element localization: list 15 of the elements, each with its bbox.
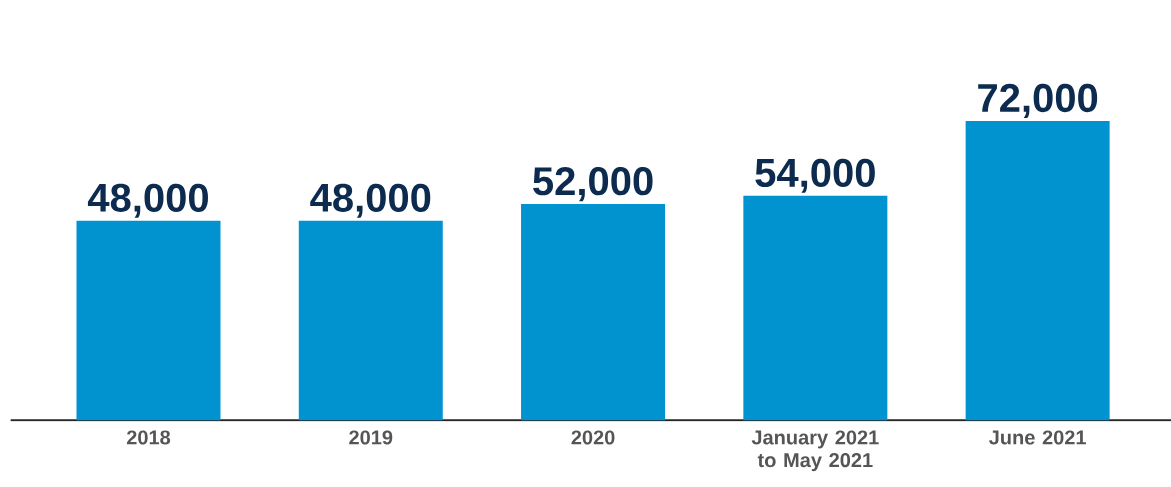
data-label: 48,000 <box>310 183 431 218</box>
bar <box>521 204 666 421</box>
data-label: 48,000 <box>87 183 208 218</box>
data-label: 54,000 <box>755 158 875 193</box>
data-label: 72,000 <box>978 83 1098 118</box>
x-tick-label: June 2021 <box>989 430 1086 445</box>
x-tick-label: 2019 <box>349 430 393 445</box>
x-tick-label: January 2021 to May 2021 <box>751 430 879 472</box>
bar <box>743 195 888 421</box>
x-tick-label: 2020 <box>571 430 615 445</box>
bar <box>298 220 443 421</box>
bar <box>76 220 221 421</box>
bar <box>965 120 1110 421</box>
data-label: 52,000 <box>533 167 653 202</box>
x-tick-label: 2018 <box>126 430 171 445</box>
